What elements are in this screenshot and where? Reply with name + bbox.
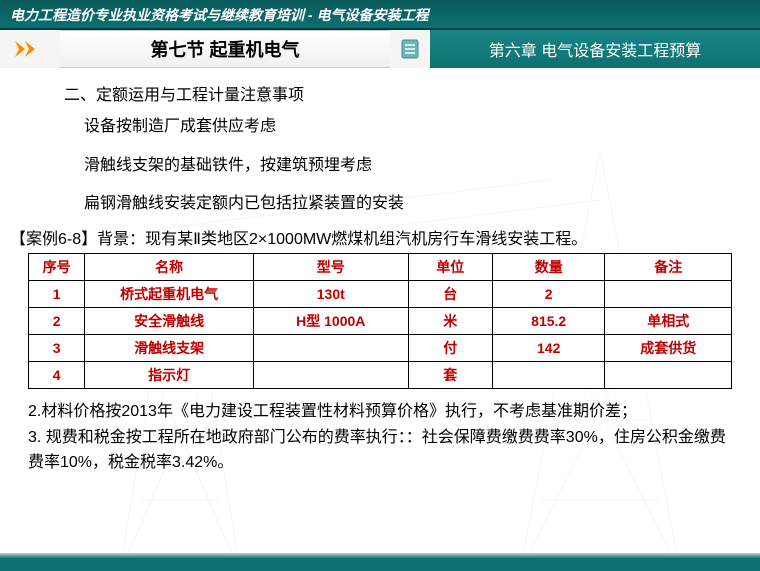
body-line-4: 扁钢滑触线安装定额内已包括拉紧装置的安装 — [36, 190, 724, 219]
table-row: 4 指示灯 套 — [29, 362, 732, 389]
cell-unit: 台 — [408, 281, 492, 308]
content-body: 二、定额运用与工程计量注意事项 设备按制造厂成套供应考虑 滑触线支架的基础铁件，… — [0, 68, 760, 219]
doc-icon-box — [390, 30, 430, 68]
table-row: 1 桥式起重机电气 130t 台 2 — [29, 281, 732, 308]
document-icon — [399, 38, 421, 60]
cell-qty — [492, 362, 604, 389]
cell-qty: 142 — [492, 335, 604, 362]
cell-unit: 套 — [408, 362, 492, 389]
th-seq: 序号 — [29, 254, 85, 281]
th-remark: 备注 — [605, 254, 732, 281]
th-qty: 数量 — [492, 254, 604, 281]
cell-name: 桥式起重机电气 — [85, 281, 254, 308]
arrow-icon-box — [0, 30, 60, 68]
cell-model: 130t — [253, 281, 408, 308]
case-line: 【案例6-8】背景：现有某Ⅱ类地区2×1000MW燃煤机组汽机房行车滑线安装工程… — [0, 225, 760, 249]
th-unit: 单位 — [408, 254, 492, 281]
cell-seq: 2 — [29, 308, 85, 335]
table-header-row: 序号 名称 型号 单位 数量 备注 — [29, 254, 732, 281]
top-banner: 电力工程造价专业执业资格考试与继续教育培训 - 电气设备安装工程 — [0, 0, 760, 30]
cell-model — [253, 362, 408, 389]
data-table: 序号 名称 型号 单位 数量 备注 1 桥式起重机电气 130t 台 2 2 安… — [28, 253, 732, 389]
double-arrow-icon — [13, 39, 47, 59]
cell-name: 滑触线支架 — [85, 335, 254, 362]
cell-remark: 成套供货 — [605, 335, 732, 362]
cell-qty: 2 — [492, 281, 604, 308]
table-wrap: 序号 名称 型号 单位 数量 备注 1 桥式起重机电气 130t 台 2 2 安… — [0, 249, 760, 389]
table-row: 3 滑触线支架 付 142 成套供货 — [29, 335, 732, 362]
section-left-title: 第七节 起重机电气 — [60, 30, 390, 68]
body-line-3: 滑触线支架的基础铁件，按建筑预埋考虑 — [36, 152, 724, 181]
cell-seq: 4 — [29, 362, 85, 389]
th-model: 型号 — [253, 254, 408, 281]
notes-block: 2.材料价格按2013年《电力建设工程装置性材料预算价格》执行，不考虑基准期价差… — [0, 389, 760, 476]
note-3: 3. 规费和税金按工程所在地政府部门公布的费率执行：：社会保障费缴费费率30%，… — [28, 425, 732, 476]
bottom-bar — [0, 553, 760, 571]
cell-remark — [605, 281, 732, 308]
section-right-title: 第六章 电气设备安装工程预算 — [430, 30, 760, 68]
th-name: 名称 — [85, 254, 254, 281]
note-2: 2.材料价格按2013年《电力建设工程装置性材料预算价格》执行，不考虑基准期价差… — [28, 399, 732, 425]
body-line-2: 设备按制造厂成套供应考虑 — [36, 113, 724, 142]
cell-remark — [605, 362, 732, 389]
cell-name: 安全滑触线 — [85, 308, 254, 335]
banner-text: 电力工程造价专业执业资格考试与继续教育培训 - 电气设备安装工程 — [10, 7, 428, 23]
cell-qty: 815.2 — [492, 308, 604, 335]
cell-name: 指示灯 — [85, 362, 254, 389]
cell-remark: 单相式 — [605, 308, 732, 335]
cell-model: H型 1000A — [253, 308, 408, 335]
cell-seq: 3 — [29, 335, 85, 362]
cell-model — [253, 335, 408, 362]
table-row: 2 安全滑触线 H型 1000A 米 815.2 单相式 — [29, 308, 732, 335]
cell-seq: 1 — [29, 281, 85, 308]
header-row: 第七节 起重机电气 第六章 电气设备安装工程预算 — [0, 30, 760, 68]
cell-unit: 米 — [408, 308, 492, 335]
cell-unit: 付 — [408, 335, 492, 362]
body-line-1: 二、定额运用与工程计量注意事项 — [36, 82, 724, 111]
